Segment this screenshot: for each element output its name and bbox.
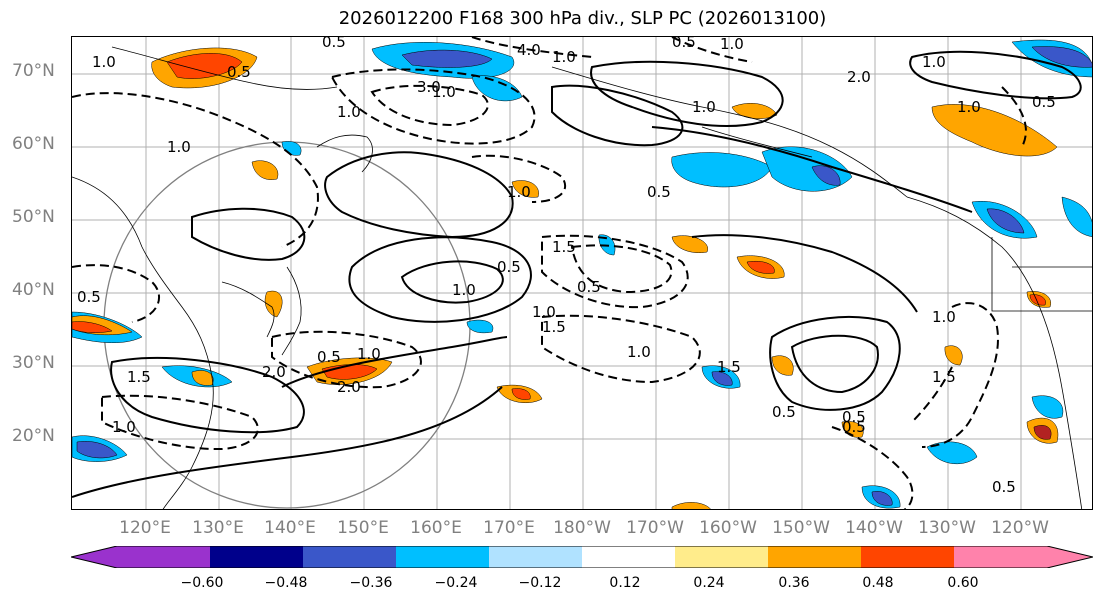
range-circle (103, 141, 471, 509)
lon-label-130w: 130°W (918, 518, 976, 538)
lat-label-40: 40°N (12, 280, 55, 300)
colorbar-tick: 0.24 (693, 575, 725, 591)
colorbar-tick: −0.12 (518, 575, 562, 591)
contour-label: 0.5 (227, 63, 251, 81)
colorbar-swatch (861, 546, 955, 568)
contour-label-layer: 1.0 0.5 0.5 1.0 3.0 4.0 1.0 0.5 1.0 2.0 … (77, 37, 1056, 496)
lon-label-170w: 170°W (626, 518, 684, 538)
contour-label: 1.0 (720, 37, 744, 53)
contour-label: 1.0 (552, 48, 576, 66)
colorbar-swatch (675, 546, 769, 568)
contour-label: 2.0 (337, 378, 361, 396)
contour-label: 1.0 (432, 83, 456, 101)
contour-label: 1.0 (337, 103, 361, 121)
contour-label: 1.0 (92, 53, 116, 71)
map-canvas: 1.0 0.5 0.5 1.0 3.0 4.0 1.0 0.5 1.0 2.0 … (72, 37, 1092, 509)
contour-label: 1.0 (452, 281, 476, 299)
contour-label: 0.5 (322, 37, 346, 51)
lon-label-150e: 150°E (337, 518, 389, 538)
colorbar-tick: 0.48 (862, 575, 894, 591)
colorbar-tick: 0.60 (947, 575, 979, 591)
contour-label: 1.0 (532, 303, 556, 321)
contour-label: 1.0 (957, 98, 981, 116)
contour-label: 0.5 (842, 418, 866, 436)
contour-label: 1.5 (552, 238, 576, 256)
lat-label-30: 30°N (12, 353, 55, 373)
contour-label: 1.0 (112, 418, 136, 436)
slp-contours-positive (72, 50, 1082, 498)
lon-label-140e: 140°E (264, 518, 316, 538)
coastlines (72, 46, 1092, 509)
colorbar-swatch (489, 546, 583, 568)
colorbar-tick: −0.36 (349, 575, 393, 591)
contour-label: 2.0 (262, 363, 286, 381)
contour-label: 2.0 (847, 68, 871, 86)
colorbar-swatch (768, 546, 862, 568)
lat-label-20: 20°N (12, 426, 55, 446)
divergence-shading (72, 39, 1092, 509)
slp-contours-negative (72, 37, 1027, 509)
colorbar-swatch (210, 546, 304, 568)
contour-label: 0.5 (317, 348, 341, 366)
colorbar-swatch (582, 546, 676, 568)
contour-label: 4.0 (517, 41, 541, 59)
contour-label: 1.0 (922, 53, 946, 71)
contour-label: 3.0 (417, 78, 441, 96)
contour-label: 1.0 (167, 138, 191, 156)
colorbar-svg (70, 545, 1094, 569)
contour-label: 1.5 (717, 358, 741, 376)
contour-label: 0.5 (992, 478, 1016, 496)
lon-label-160e: 160°E (410, 518, 462, 538)
contour-label: 1.5 (932, 368, 956, 386)
lon-label-170e: 170°E (483, 518, 535, 538)
contour-label: 1.0 (932, 308, 956, 326)
contour-label: 1.0 (357, 345, 381, 363)
contour-label: 0.5 (672, 37, 696, 51)
colorbar-tick: −0.24 (434, 575, 478, 591)
lon-label-150w: 150°W (772, 518, 830, 538)
contour-label: 0.5 (577, 278, 601, 296)
lon-label-120w: 120°W (991, 518, 1049, 538)
contour-label: 1.0 (507, 183, 531, 201)
colorbar-tick: 0.12 (609, 575, 641, 591)
colorbar-swatch (396, 546, 490, 568)
colorbar-extend-high (954, 546, 1093, 568)
lon-label-160w: 160°W (699, 518, 757, 538)
contour-label: 0.5 (772, 403, 796, 421)
lat-label-70: 70°N (12, 61, 55, 81)
contour-label: 0.5 (77, 288, 101, 306)
contour-label: 0.5 (647, 183, 671, 201)
colorbar-tick: −0.60 (180, 575, 224, 591)
lat-label-50: 50°N (12, 207, 55, 227)
contour-label: 0.5 (497, 258, 521, 276)
colorbar-tick: −0.48 (264, 575, 308, 591)
contour-label: 0.5 (842, 408, 866, 426)
lon-label-180w: 180°W (553, 518, 611, 538)
lat-label-60: 60°N (12, 134, 55, 154)
lon-label-120e: 120°E (119, 518, 171, 538)
lon-label-130e: 130°E (192, 518, 244, 538)
contour-label: 1.5 (542, 318, 566, 336)
map-title: 2026012200 F168 300 hPa div., SLP PC (20… (338, 8, 827, 29)
colorbar-swatch (303, 546, 397, 568)
map-panel: 1.0 0.5 0.5 1.0 3.0 4.0 1.0 0.5 1.0 2.0 … (71, 36, 1093, 510)
colorbar (70, 545, 1094, 572)
contour-label: 1.0 (627, 343, 651, 361)
contour-label: 1.5 (127, 368, 151, 386)
contour-label: 1.0 (692, 98, 716, 116)
contour-label: 0.5 (1032, 93, 1056, 111)
lon-label-140w: 140°W (845, 518, 903, 538)
colorbar-tick: 0.36 (778, 575, 810, 591)
colorbar-extend-low (71, 546, 210, 568)
